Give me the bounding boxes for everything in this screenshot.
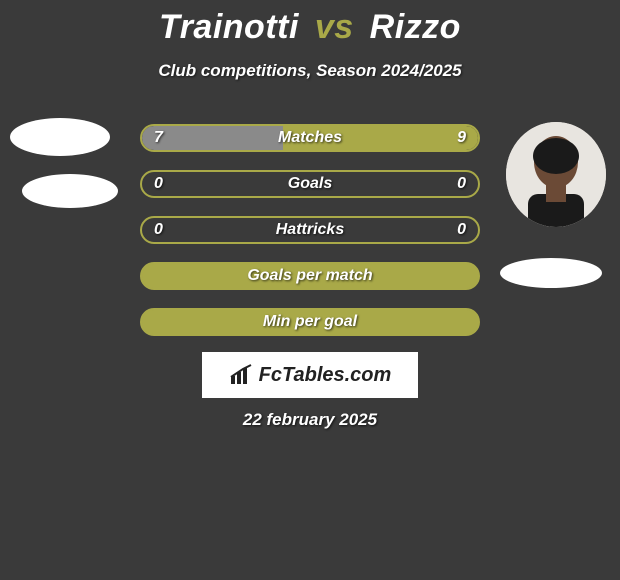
bar-label: Goals per match [142,267,478,285]
bar-row-matches: 7 Matches 9 [140,124,480,152]
bar-label: Min per goal [142,313,478,331]
person-icon [506,122,606,227]
bar-row-goals: 0 Goals 0 [140,170,480,198]
bar-row-hattricks: 0 Hattricks 0 [140,216,480,244]
comparison-card: Trainotti vs Rizzo Club competitions, Se… [0,0,620,580]
fctables-text: FcTables.com [259,364,392,387]
bar-right-value: 9 [457,129,466,147]
title-player2: Rizzo [370,8,461,46]
player1-club-placeholder [22,174,118,208]
title-player1: Trainotti [159,8,299,46]
bar-right-value: 0 [457,221,466,239]
bar-chart-icon [229,364,255,386]
subtitle: Club competitions, Season 2024/2025 [0,61,620,81]
bar-label: Hattricks [142,221,478,239]
bar-label: Matches [142,129,478,147]
bar-row-min-per-goal: Min per goal [140,308,480,336]
bar-row-goals-per-match: Goals per match [140,262,480,290]
player1-avatar-placeholder [10,118,110,156]
bar-right-value: 0 [457,175,466,193]
fctables-inner: FcTables.com [229,364,392,387]
stat-bars: 7 Matches 9 0 Goals 0 0 Hattricks 0 Goal… [140,124,480,354]
title-vs: vs [315,8,354,46]
player2-club-placeholder [500,258,602,288]
player2-avatar [506,122,606,227]
date-text: 22 february 2025 [0,410,620,430]
bar-label: Goals [142,175,478,193]
page-title: Trainotti vs Rizzo [0,0,620,47]
fctables-badge: FcTables.com [202,352,418,398]
